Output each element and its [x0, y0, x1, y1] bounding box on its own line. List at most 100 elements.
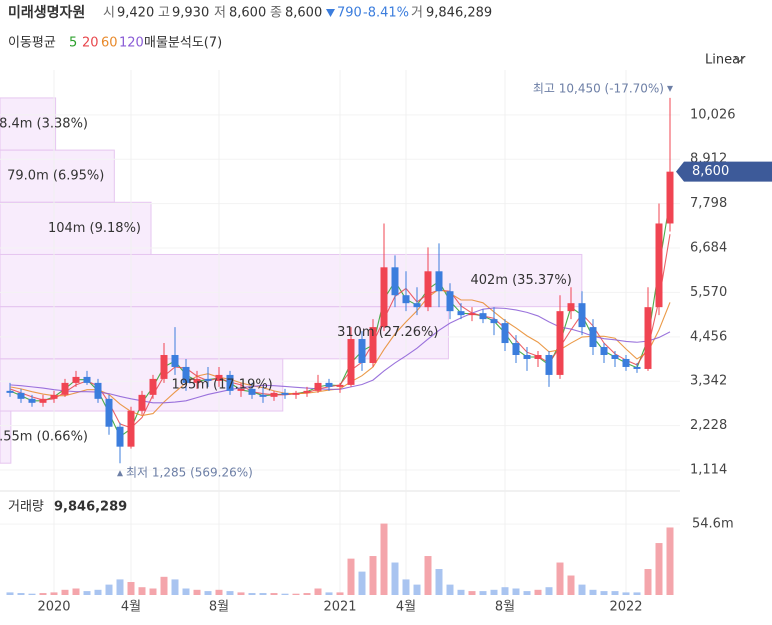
candle-body: [512, 343, 520, 355]
candle-body: [314, 382, 322, 391]
volume-bar: [171, 579, 179, 595]
volume-bar: [325, 592, 333, 595]
candle-body: [50, 394, 58, 399]
volume-bar: [193, 589, 201, 595]
price-tag: [676, 161, 772, 182]
profile-label: 310m (27.26%): [337, 325, 438, 340]
candle-body: [413, 303, 421, 308]
profile-label: 402m (35.37%): [471, 273, 572, 288]
y-tick-label: 5,570: [690, 285, 727, 300]
volume-total: 9,846,289: [54, 500, 127, 515]
stock-name: 미래생명자원: [8, 4, 85, 21]
low-annotation: 최저 1,285 (569.26%): [126, 466, 253, 480]
profile-bar: [0, 97, 57, 151]
candle-body: [468, 313, 476, 316]
volume-bar: [457, 589, 465, 595]
field-value: 9,846,289: [426, 6, 492, 21]
candle-body: [380, 267, 388, 328]
field-label: 시: [103, 6, 115, 21]
volume-bar: [127, 582, 135, 595]
volume-bar: [28, 593, 36, 595]
volume-bar: [391, 562, 399, 595]
candle-body: [655, 223, 663, 308]
candle-body: [578, 303, 586, 328]
candle-body: [424, 271, 432, 308]
volume-bar: [589, 589, 597, 595]
y-tick-label: 4,456: [690, 329, 727, 344]
candle-body: [83, 376, 91, 383]
candle-body: [226, 374, 234, 391]
volume-bar: [248, 593, 256, 595]
candle-body: [369, 327, 377, 363]
volume-bar: [512, 588, 520, 595]
profile-title: 매물분석도(7): [144, 36, 222, 51]
volume-bar: [622, 592, 630, 595]
candle-body: [204, 378, 212, 381]
candle-body: [292, 392, 300, 395]
volume-bar: [138, 587, 146, 595]
candle-body: [259, 394, 267, 397]
low-marker: [117, 470, 123, 477]
y-tick-label: 2,228: [690, 418, 727, 433]
volume-bar: [226, 591, 234, 595]
legend-entry: 20: [82, 36, 99, 51]
change: 790: [337, 6, 362, 21]
candle-body: [633, 366, 641, 369]
volume-bar: [611, 591, 619, 595]
volume-bar: [644, 569, 652, 595]
volume-bar: [39, 593, 47, 595]
x-tick-label: 2020: [37, 600, 70, 615]
x-tick-label: 4월: [121, 600, 141, 615]
field-value: 9,420: [117, 6, 154, 21]
volume-bar: [633, 592, 641, 595]
y-tick-label: 7,798: [690, 196, 727, 211]
candle-body: [171, 354, 179, 367]
change-pct: -8.41%: [363, 6, 409, 21]
candle-body: [501, 323, 509, 344]
candle-body: [248, 388, 256, 395]
candle-body: [402, 295, 410, 304]
profile-label: 38.4m (3.38%): [0, 117, 88, 132]
candle-body: [336, 384, 344, 387]
profile-label: 79.0m (6.95%): [7, 169, 104, 184]
volume-bar: [424, 556, 432, 595]
volume-bar: [479, 591, 487, 595]
volume-bar: [149, 588, 157, 595]
volume-bar: [545, 587, 553, 595]
volume-bar: [270, 593, 278, 595]
candle-body: [116, 426, 124, 447]
volume-bar: [490, 589, 498, 595]
volume-bar: [556, 562, 564, 595]
y-tick-label: 10,026: [690, 107, 736, 122]
candle-body: [479, 313, 487, 320]
profile-bar: [0, 253, 583, 308]
candle-body: [105, 398, 113, 427]
field-label: 종: [270, 6, 282, 21]
volume-bar: [336, 592, 344, 595]
volume-bar: [292, 593, 300, 595]
legend-entry: 5: [69, 36, 77, 51]
profile-label: 7.55m (0.66%): [0, 430, 88, 445]
candle-body: [39, 398, 47, 403]
candle-body: [347, 339, 355, 385]
legend-entry: 120: [119, 36, 144, 51]
profile-label: 195m (17.19%): [171, 377, 272, 392]
volume-bar: [281, 593, 289, 595]
candle-body: [622, 358, 630, 367]
volume-bar: [369, 556, 377, 595]
volume-bar: [237, 592, 245, 595]
price-tag-label: 8,600: [692, 164, 729, 179]
field-label: 거: [411, 6, 423, 21]
volume-bar: [446, 584, 454, 595]
candle-body: [127, 410, 135, 447]
dropdown-chevron[interactable]: [734, 56, 745, 63]
legend-title: 이동평균: [8, 36, 56, 51]
candle-body: [556, 311, 564, 375]
candle-body: [193, 378, 201, 383]
x-tick-label: 2021: [323, 600, 356, 615]
field-label: 고: [158, 6, 170, 21]
candle-body: [138, 394, 146, 411]
candle-body: [600, 347, 608, 355]
scale-label[interactable]: Linear: [705, 53, 746, 68]
